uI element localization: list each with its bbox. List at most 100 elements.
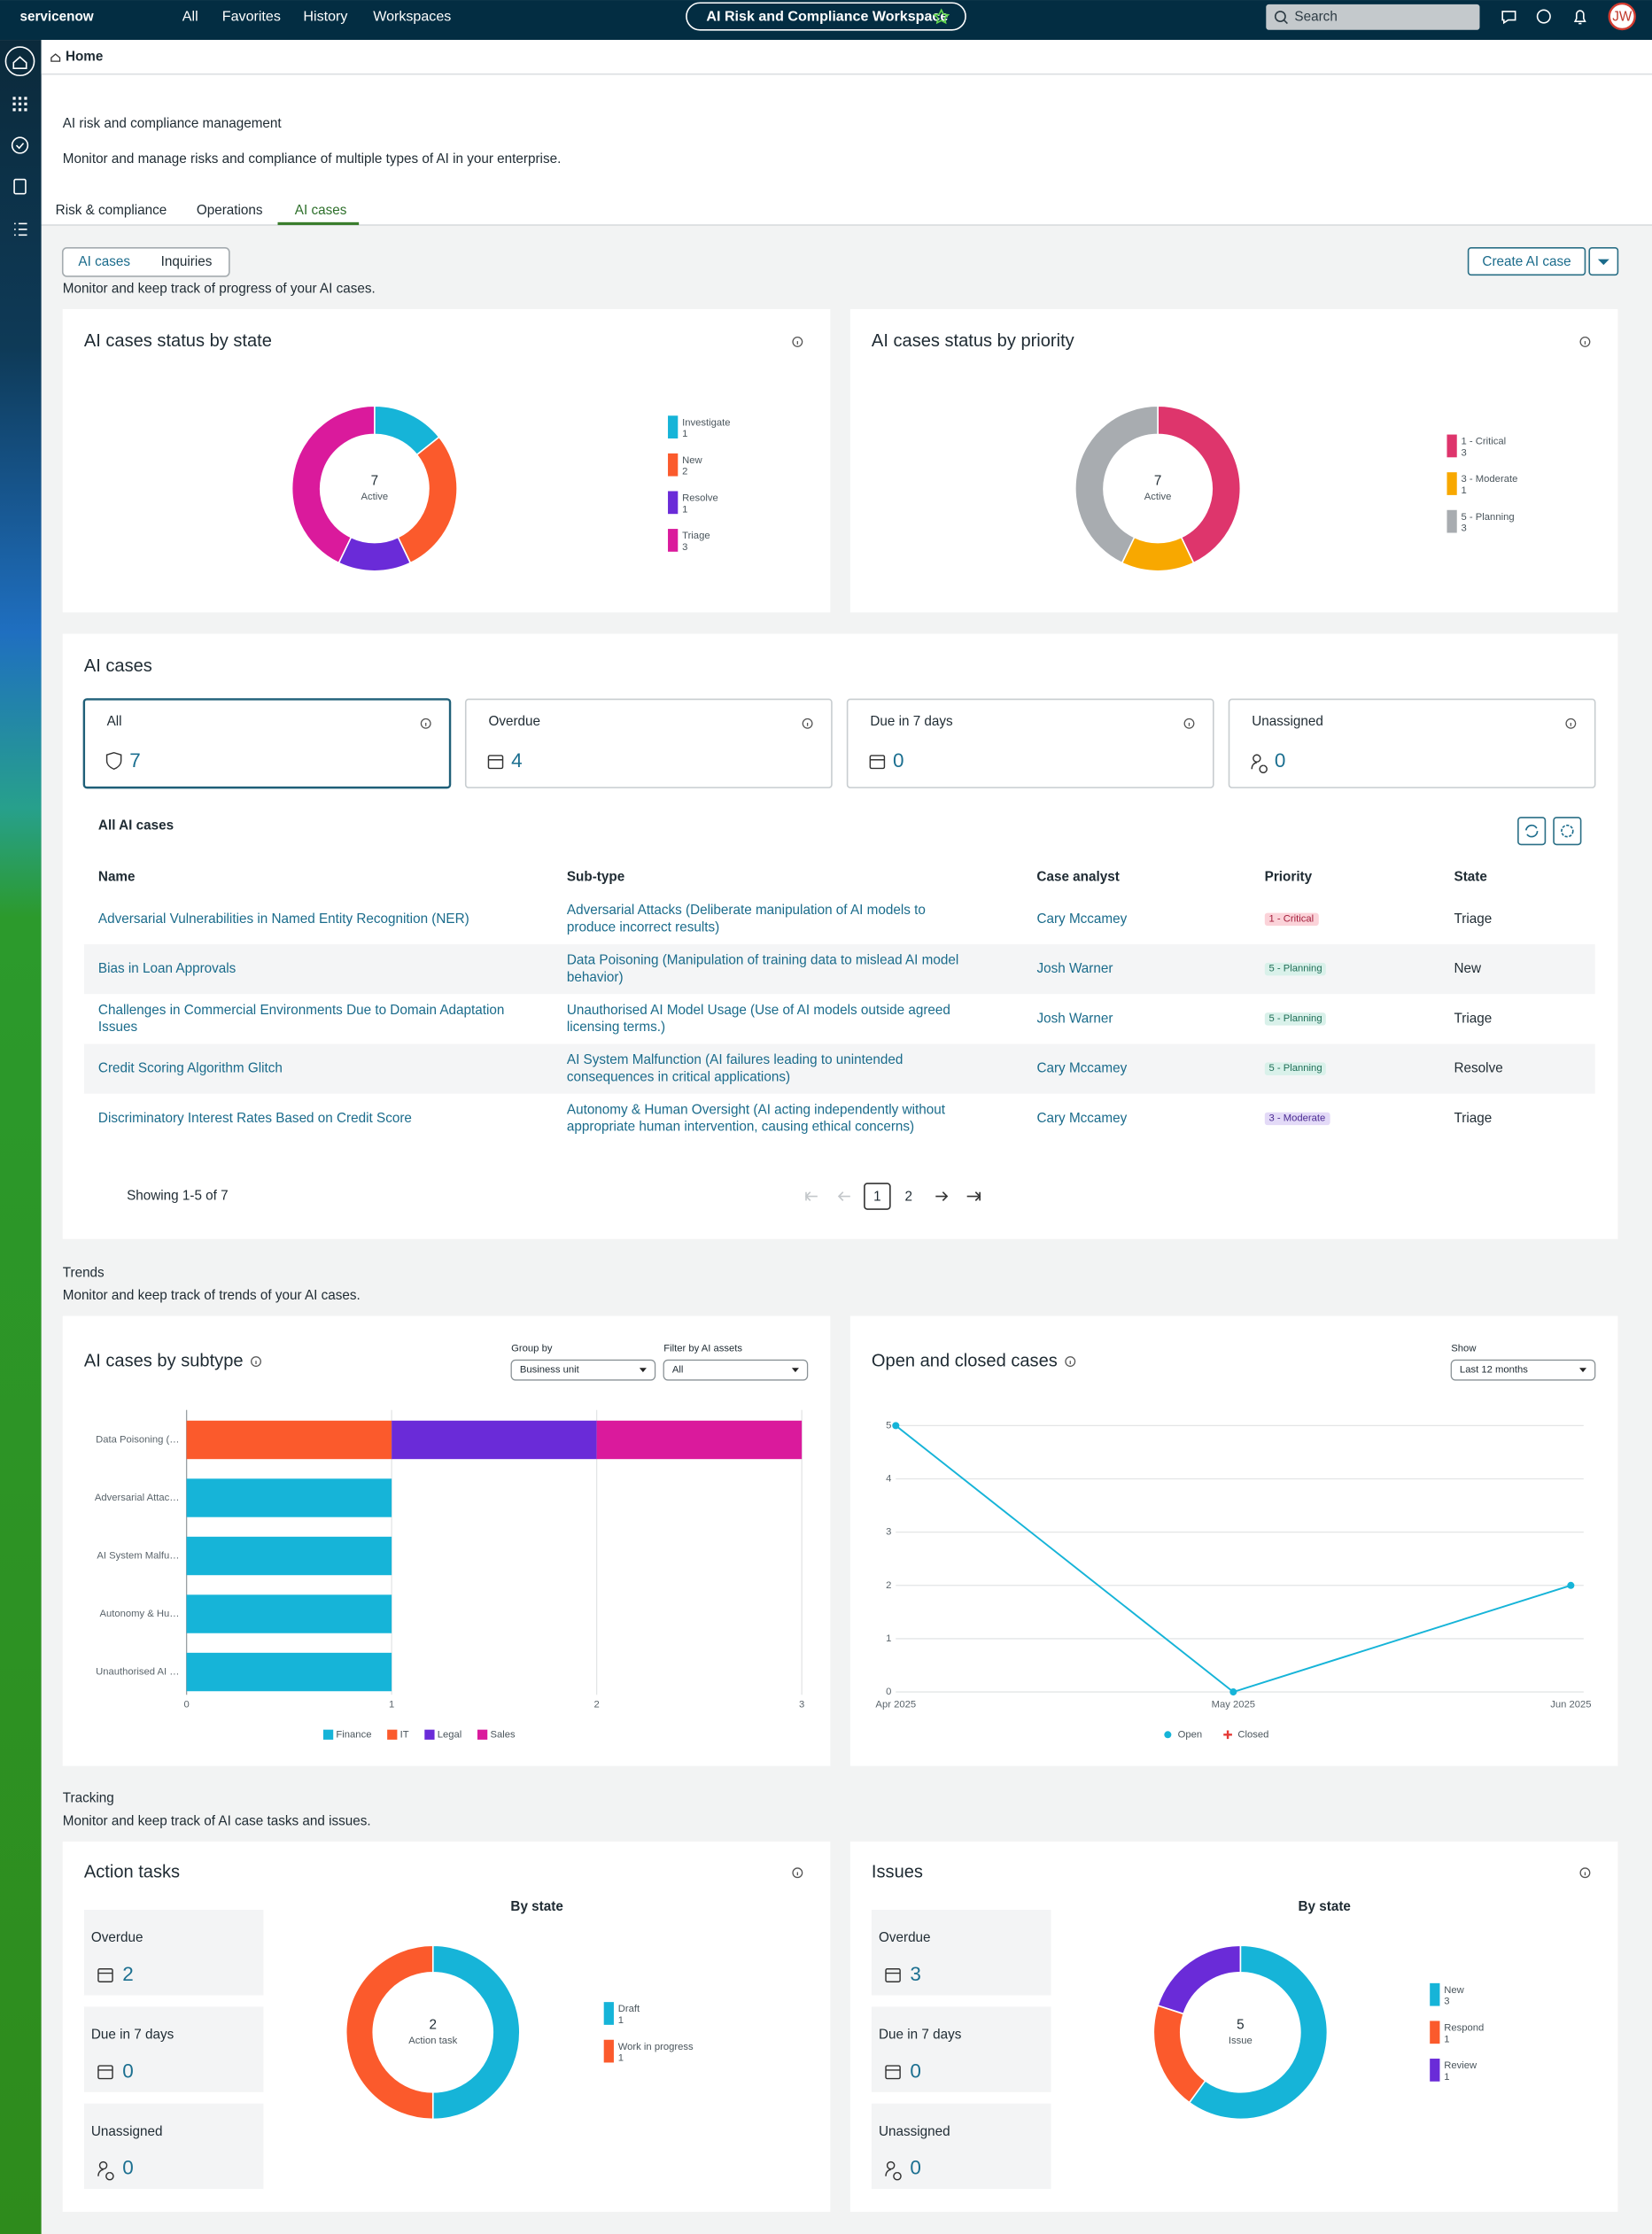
select-caret	[791, 1368, 799, 1373]
column-header: Case analyst	[1036, 869, 1119, 884]
avatar[interactable]	[1608, 2, 1636, 31]
control-label: Show	[1451, 1344, 1477, 1354]
case-analyst[interactable]: Josh Warner	[1036, 960, 1113, 977]
clipboard-nav[interactable]	[13, 178, 27, 195]
info-icon[interactable]	[1183, 718, 1195, 729]
info-icon[interactable]	[792, 336, 803, 347]
favorite-star[interactable]	[933, 8, 950, 25]
chat-icon[interactable]	[1501, 11, 1516, 25]
nav-link[interactable]: All	[182, 9, 198, 25]
legend-value: 3	[1462, 524, 1467, 534]
stat-label: Overdue	[91, 1930, 143, 1945]
bar-segment	[186, 1652, 392, 1692]
apps-nav[interactable]	[12, 97, 27, 112]
summary-card[interactable]	[1228, 698, 1596, 788]
tasks-nav[interactable]	[11, 136, 29, 154]
info-icon[interactable]	[1065, 1356, 1076, 1368]
legend-label: 3 - Moderate	[1462, 474, 1518, 485]
case-name[interactable]: Credit Scoring Algorithm Glitch	[97, 1060, 283, 1076]
stat-box[interactable]	[83, 2103, 264, 2190]
stat-box[interactable]	[83, 1910, 264, 1996]
logo[interactable]: servicenow	[20, 9, 94, 24]
case-analyst[interactable]: Cary Mccamey	[1036, 1110, 1128, 1126]
info-icon[interactable]	[1565, 718, 1577, 729]
table-cell: Data Poisoning (Manipulation of training…	[566, 951, 959, 985]
stat-box[interactable]	[871, 2103, 1051, 2190]
nav-link[interactable]: Workspaces	[373, 9, 451, 25]
summary-card[interactable]	[464, 698, 833, 788]
bell-icon[interactable]	[1573, 10, 1586, 25]
bar-segment	[186, 1478, 392, 1517]
workspace-name[interactable]: AI Risk and Compliance Workspace	[706, 9, 948, 25]
section-title: Tracking	[63, 1791, 114, 1806]
select[interactable]	[1450, 1359, 1596, 1381]
x-tick-label: Apr 2025	[875, 1699, 916, 1710]
info-icon[interactable]	[802, 718, 813, 729]
tab[interactable]: Operations	[197, 203, 263, 218]
case-analyst[interactable]: Cary Mccamey	[1036, 1060, 1128, 1076]
cell: Adversarial Vulnerabilities in Named Ent…	[98, 895, 525, 944]
case-name[interactable]: Adversarial Vulnerabilities in Named Ent…	[97, 911, 469, 927]
refresh-button[interactable]	[1517, 817, 1547, 846]
page-number[interactable]: 1	[873, 1189, 881, 1204]
tab[interactable]: AI cases	[295, 203, 347, 218]
home-nav[interactable]	[4, 46, 35, 77]
toggle-option[interactable]: AI cases	[78, 254, 130, 269]
page-number[interactable]: 2	[905, 1189, 913, 1204]
legend-swatch	[1430, 2059, 1440, 2082]
stat-box[interactable]	[871, 1910, 1051, 1996]
legend-label: Draft	[618, 2004, 640, 2014]
workspace-pill[interactable]	[686, 2, 966, 31]
stat-box[interactable]	[83, 2006, 264, 2092]
last-page[interactable]	[966, 1191, 981, 1201]
sub-type[interactable]: Unauthorised AI Model Usage (Use of AI m…	[566, 1002, 950, 1036]
summary-card[interactable]	[82, 698, 452, 789]
sub-type[interactable]: AI System Malfunction (AI failures leadi…	[566, 1051, 904, 1085]
section-subtitle: Monitor and keep track of trends of your…	[63, 1288, 361, 1303]
table-cell: Challenges in Commercial Environments Du…	[97, 1002, 505, 1036]
search-placeholder[interactable]: Search	[1294, 9, 1337, 24]
summary-card[interactable]	[846, 698, 1214, 788]
list-nav[interactable]	[14, 222, 27, 237]
nav-link[interactable]: History	[303, 9, 347, 25]
card-icon-body	[1251, 762, 1268, 773]
select[interactable]	[663, 1359, 809, 1381]
y-tick-label: Adversarial Attac…	[95, 1493, 180, 1503]
sub-type[interactable]: Autonomy & Human Oversight (AI acting in…	[566, 1101, 945, 1135]
avatar-initials[interactable]: JW	[1612, 9, 1633, 24]
case-name[interactable]: Bias in Loan Approvals	[97, 960, 237, 977]
table-cell: Josh Warner	[1036, 960, 1113, 977]
case-analyst[interactable]: Josh Warner	[1036, 1010, 1113, 1027]
info-icon[interactable]	[1579, 1867, 1591, 1879]
nav-link[interactable]: Favorites	[222, 9, 281, 25]
next-page[interactable]	[935, 1191, 949, 1201]
info-icon[interactable]	[251, 1356, 261, 1368]
create-button[interactable]	[1467, 246, 1586, 276]
select[interactable]	[510, 1359, 656, 1381]
stat-box[interactable]	[871, 2006, 1051, 2092]
case-analyst[interactable]: Cary Mccamey	[1036, 911, 1128, 927]
info-icon[interactable]	[1579, 336, 1591, 347]
help-icon[interactable]	[1536, 9, 1551, 24]
legend-swatch	[1446, 509, 1457, 533]
table-cell: 5 - Planning	[1264, 1044, 1436, 1094]
search-box[interactable]	[1266, 4, 1480, 30]
case-name[interactable]: Challenges in Commercial Environments Du…	[97, 1002, 505, 1036]
sub-type[interactable]: Adversarial Attacks (Deliberate manipula…	[566, 902, 926, 935]
sub-type[interactable]: Data Poisoning (Manipulation of training…	[566, 951, 959, 985]
tab[interactable]: Risk & compliance	[56, 203, 167, 218]
legend-label: Closed	[1237, 1729, 1268, 1740]
info-icon[interactable]	[420, 718, 431, 729]
panel-title: AI cases status by state	[84, 331, 272, 351]
settings-button[interactable]	[1553, 817, 1582, 846]
cell: 5 - Planning	[1264, 1044, 1436, 1094]
case-name[interactable]: Discriminatory Interest Rates Based on C…	[97, 1110, 412, 1126]
card-icon	[105, 751, 122, 771]
stat-label: Unassigned	[91, 2124, 163, 2139]
toggle-option[interactable]: Inquiries	[161, 254, 213, 269]
create-button-label[interactable]: Create AI case	[1482, 254, 1571, 269]
breadcrumb[interactable]: Home	[66, 49, 103, 64]
table-cell: Josh Warner	[1036, 1010, 1113, 1027]
legend-value: 2	[682, 467, 687, 477]
info-icon[interactable]	[792, 1867, 803, 1879]
